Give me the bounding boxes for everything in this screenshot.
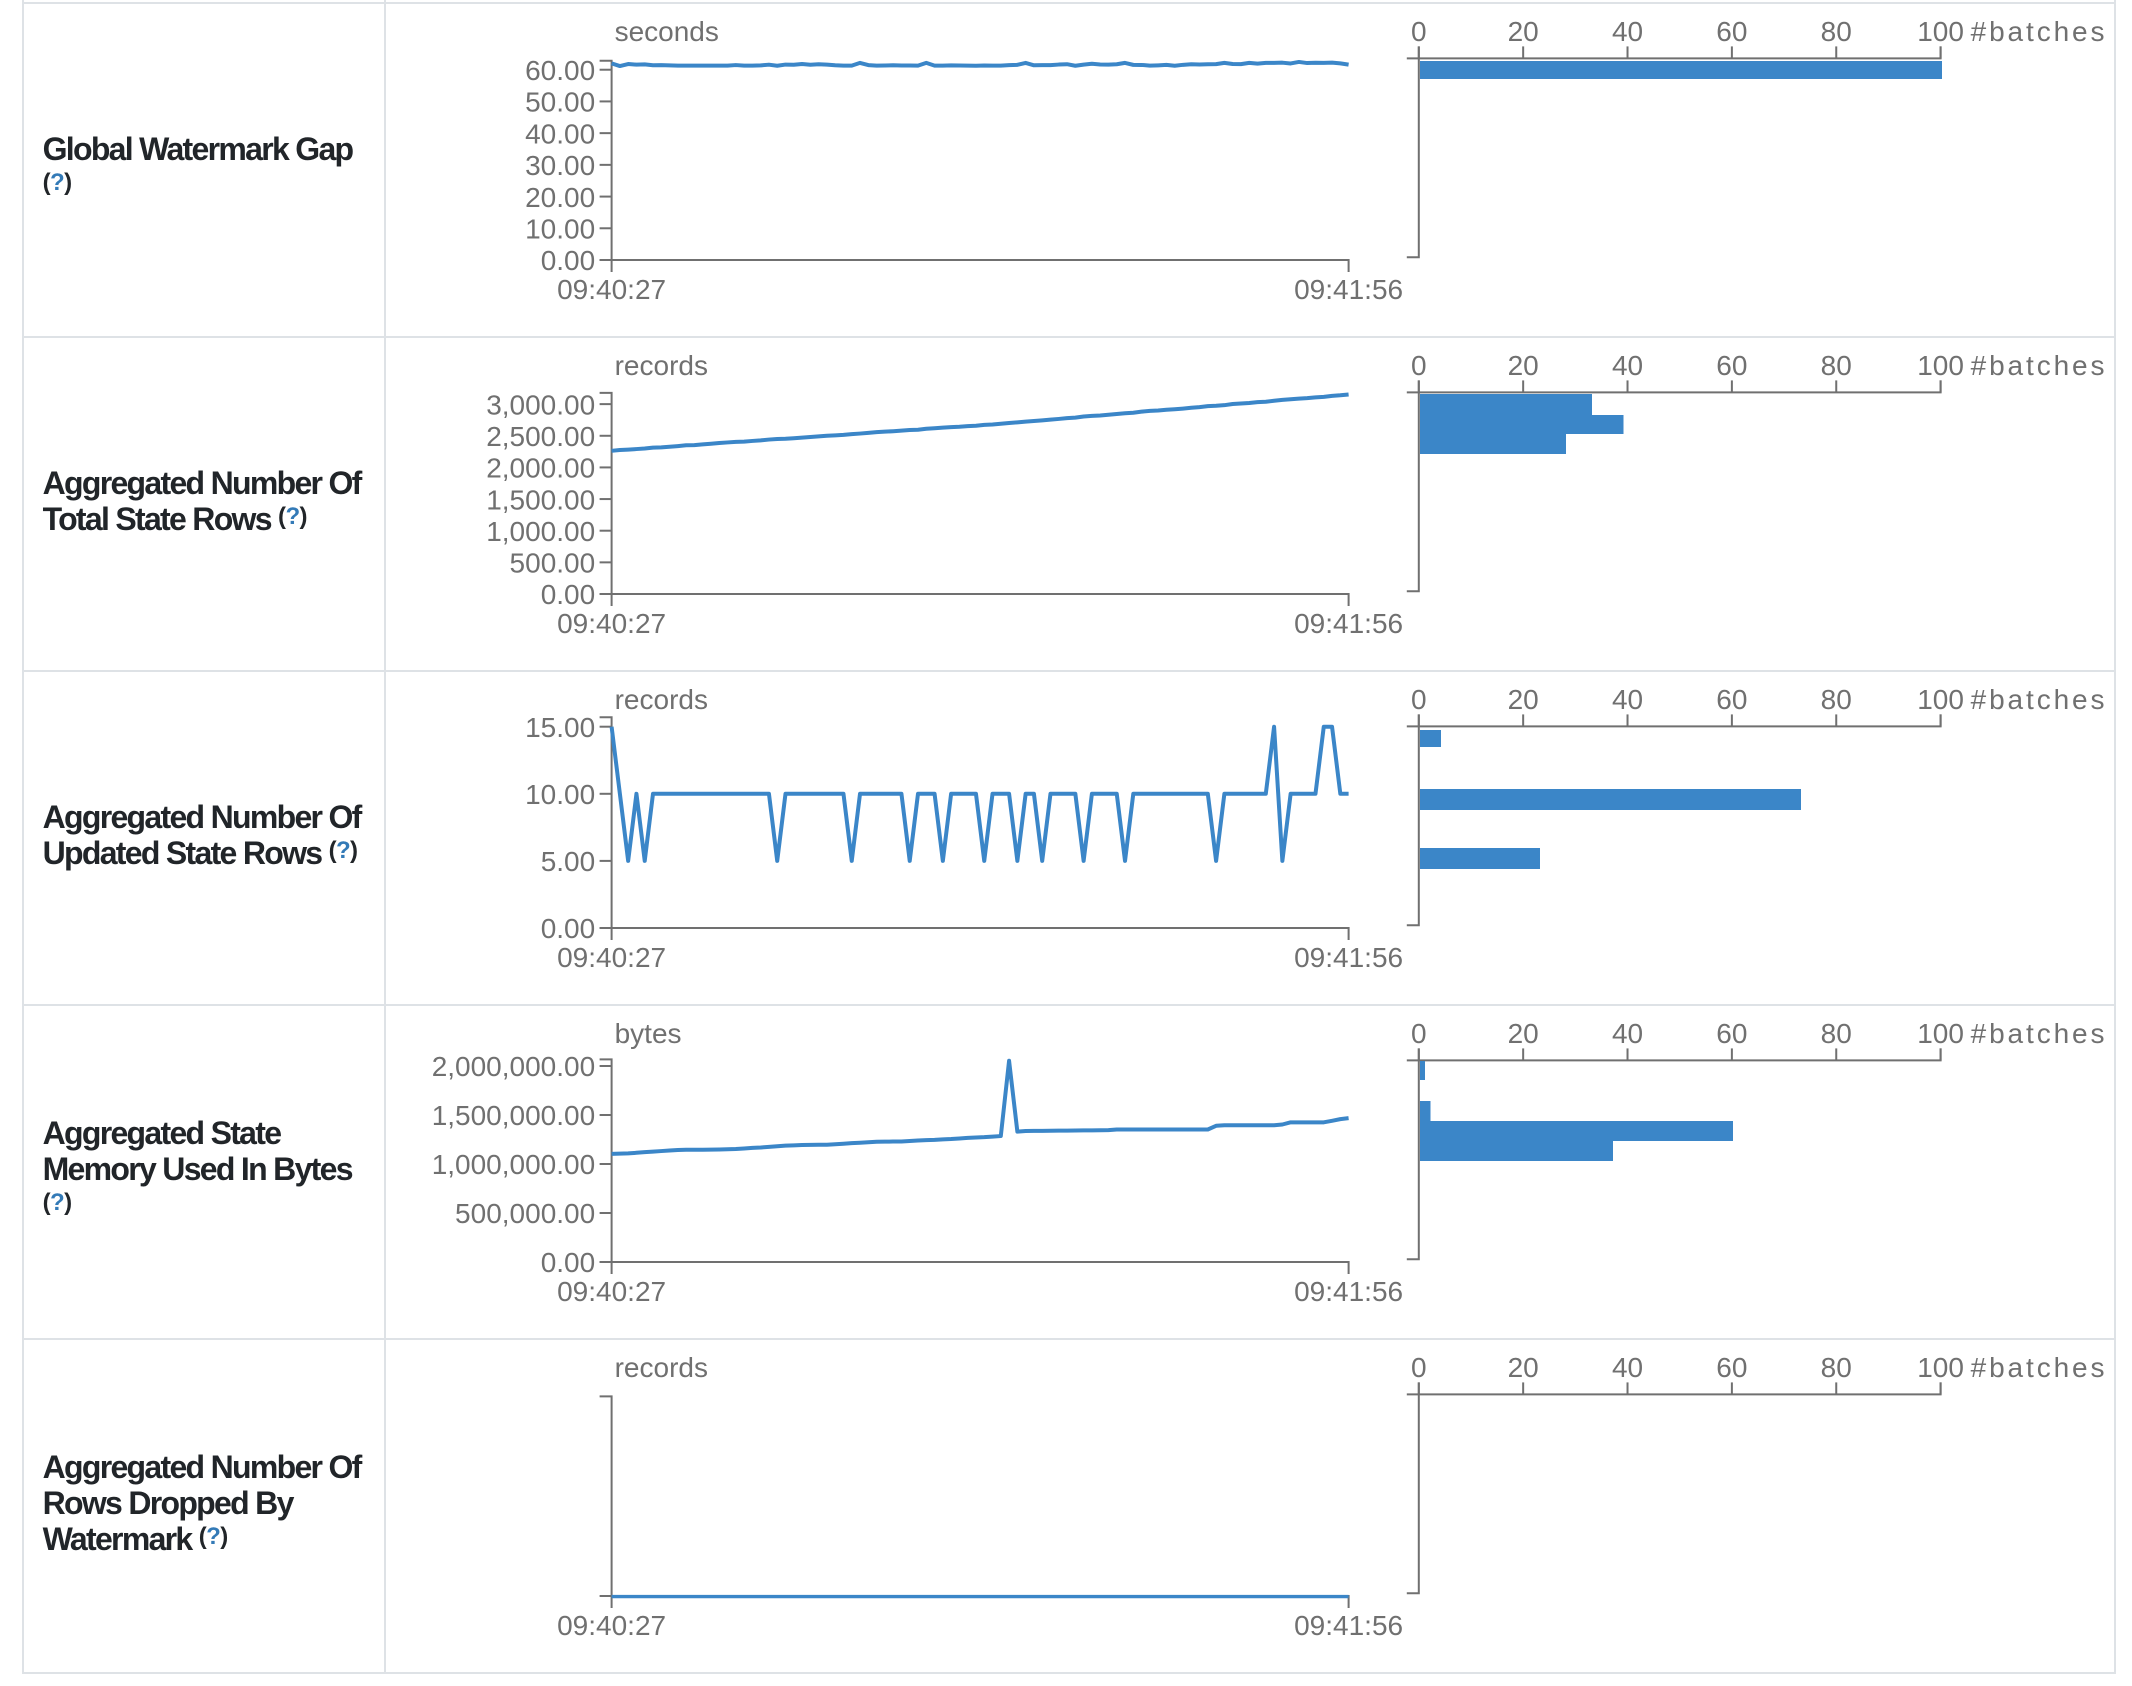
- svg-text:60: 60: [1716, 684, 1747, 715]
- svg-text:#batches: #batches: [1971, 350, 2108, 381]
- svg-text:100: 100: [1917, 1352, 1964, 1383]
- svg-text:500.00: 500.00: [510, 548, 596, 579]
- svg-text:09:40:27: 09:40:27: [557, 1276, 666, 1307]
- svg-text:0.00: 0.00: [541, 913, 596, 944]
- svg-text:20: 20: [1508, 1352, 1539, 1383]
- svg-text:#batches: #batches: [1971, 16, 2108, 47]
- svg-text:records: records: [615, 350, 708, 381]
- svg-text:40: 40: [1612, 16, 1643, 47]
- svg-text:09:40:27: 09:40:27: [557, 1610, 666, 1641]
- svg-text:100: 100: [1917, 350, 1964, 381]
- svg-text:0: 0: [1411, 1018, 1427, 1049]
- svg-text:0: 0: [1411, 684, 1427, 715]
- svg-text:1,500.00: 1,500.00: [486, 484, 595, 515]
- svg-text:10.00: 10.00: [525, 779, 595, 810]
- svg-text:3,000.00: 3,000.00: [486, 389, 595, 420]
- svg-text:40: 40: [1612, 350, 1643, 381]
- svg-text:15.00: 15.00: [525, 712, 595, 743]
- svg-text:30.00: 30.00: [525, 150, 595, 181]
- svg-text:60: 60: [1716, 350, 1747, 381]
- svg-text:2,500.00: 2,500.00: [486, 421, 595, 452]
- svg-text:09:41:56: 09:41:56: [1294, 942, 1403, 973]
- svg-text:20: 20: [1508, 684, 1539, 715]
- svg-text:5.00: 5.00: [541, 846, 596, 877]
- svg-text:20: 20: [1508, 16, 1539, 47]
- svg-text:100: 100: [1917, 684, 1964, 715]
- svg-text:#batches: #batches: [1971, 1018, 2108, 1049]
- svg-text:80: 80: [1821, 350, 1852, 381]
- svg-text:records: records: [615, 684, 708, 715]
- svg-text:#batches: #batches: [1971, 684, 2108, 715]
- svg-text:50.00: 50.00: [525, 87, 595, 118]
- svg-text:09:40:27: 09:40:27: [557, 274, 666, 305]
- svg-text:0.00: 0.00: [541, 245, 596, 276]
- svg-text:80: 80: [1821, 1018, 1852, 1049]
- svg-text:09:41:56: 09:41:56: [1294, 1276, 1403, 1307]
- svg-text:60.00: 60.00: [525, 55, 595, 86]
- svg-text:500,000.00: 500,000.00: [455, 1198, 595, 1229]
- svg-text:0.00: 0.00: [541, 579, 596, 610]
- svg-text:09:40:27: 09:40:27: [557, 942, 666, 973]
- svg-text:seconds: seconds: [615, 16, 719, 47]
- svg-text:80: 80: [1821, 16, 1852, 47]
- svg-text:#batches: #batches: [1971, 1352, 2108, 1383]
- svg-text:100: 100: [1917, 1018, 1964, 1049]
- svg-text:records: records: [615, 1352, 708, 1383]
- svg-text:40: 40: [1612, 1352, 1643, 1383]
- svg-text:0.00: 0.00: [541, 1247, 596, 1278]
- svg-text:100: 100: [1917, 16, 1964, 47]
- svg-text:1,000,000.00: 1,000,000.00: [432, 1149, 596, 1180]
- svg-text:0: 0: [1411, 350, 1427, 381]
- svg-text:09:40:27: 09:40:27: [557, 608, 666, 639]
- svg-text:40: 40: [1612, 1018, 1643, 1049]
- svg-text:60: 60: [1716, 1018, 1747, 1049]
- svg-text:09:41:56: 09:41:56: [1294, 1610, 1403, 1641]
- svg-text:60: 60: [1716, 16, 1747, 47]
- svg-text:60: 60: [1716, 1352, 1747, 1383]
- svg-text:2,000,000.00: 2,000,000.00: [432, 1051, 596, 1082]
- svg-text:20: 20: [1508, 1018, 1539, 1049]
- svg-text:1,500,000.00: 1,500,000.00: [432, 1100, 596, 1131]
- svg-text:bytes: bytes: [615, 1018, 682, 1049]
- svg-text:09:41:56: 09:41:56: [1294, 608, 1403, 639]
- svg-text:0: 0: [1411, 1352, 1427, 1383]
- svg-text:80: 80: [1821, 1352, 1852, 1383]
- svg-text:40.00: 40.00: [525, 118, 595, 149]
- svg-text:20: 20: [1508, 350, 1539, 381]
- svg-text:20.00: 20.00: [525, 182, 595, 213]
- svg-text:1,000.00: 1,000.00: [486, 516, 595, 547]
- svg-text:0: 0: [1411, 16, 1427, 47]
- svg-text:40: 40: [1612, 684, 1643, 715]
- svg-text:09:41:56: 09:41:56: [1294, 274, 1403, 305]
- svg-text:80: 80: [1821, 684, 1852, 715]
- svg-text:2,000.00: 2,000.00: [486, 453, 595, 484]
- svg-text:10.00: 10.00: [525, 213, 595, 244]
